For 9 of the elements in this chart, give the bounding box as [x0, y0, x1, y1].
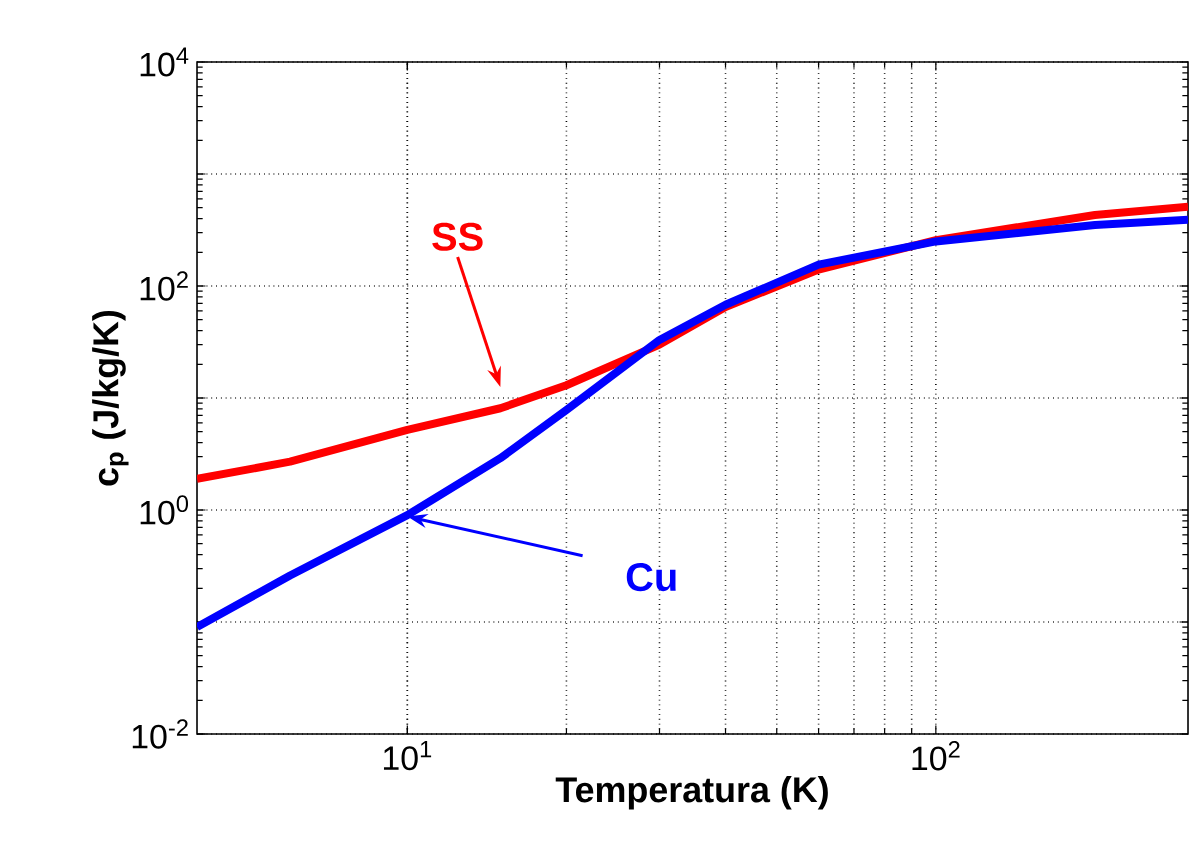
text: SS: [432, 222, 483, 251]
y-tick-label: 10$^{4}$: [140, 47, 189, 77]
y-tick-label: 10$^{-2}$: [132, 719, 188, 749]
x-tick-label: 10$^{1}$: [383, 741, 432, 771]
y-tick-label: 10$^{2}$: [140, 271, 188, 301]
text: c$_{p}$ (J/kg/K): [92, 310, 129, 486]
text: Cu: [626, 562, 676, 592]
x-axis-title: Temperatura (K): [555, 776, 828, 810]
y-tick-label: 10$^{0}$: [140, 495, 189, 525]
